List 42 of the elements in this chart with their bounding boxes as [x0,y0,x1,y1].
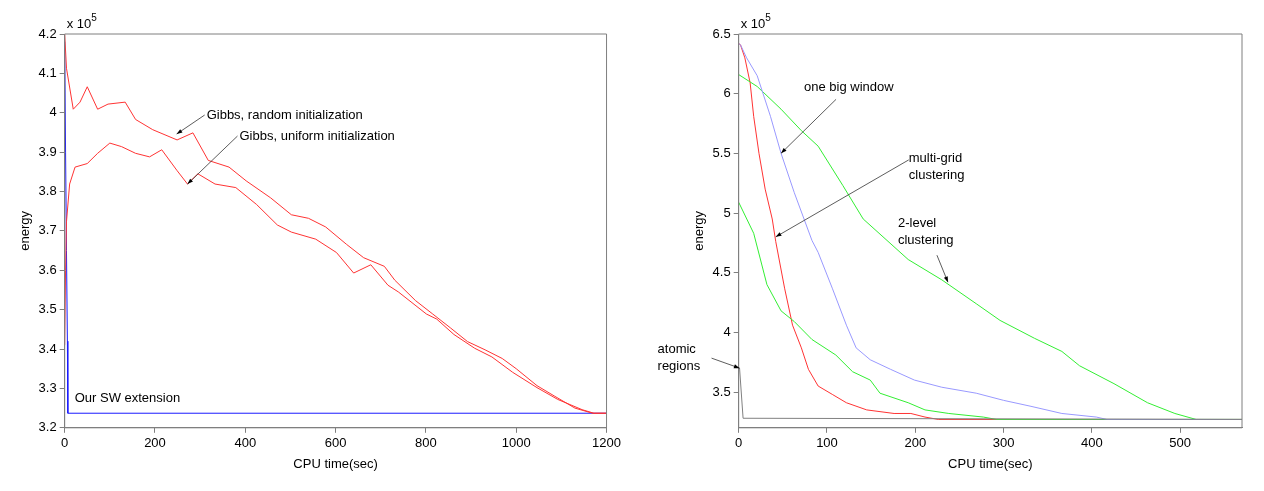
annotation: 2-level clustering [897,215,954,248]
y-tick-label: 3.3 [38,380,57,395]
y-tick-label: 4 [723,323,731,339]
x-tick-label: 400 [234,435,257,451]
y-tick-label: 6.5 [712,25,731,41]
x-tick-label: 300 [992,435,1015,451]
annotation: Gibbs, uniform initialization [239,128,395,144]
x-axis-title: CPU time(sec) [293,455,378,471]
y-tick-label: 3.6 [38,261,57,277]
x-tick-label: 400 [1081,435,1103,451]
y-tick-label: 5.5 [712,144,731,160]
annotation: Gibbs, random initialization [206,107,363,123]
y-tick-label: 3.9 [38,143,57,159]
annotation: one big window [804,79,895,95]
y-axis-title: energy [17,210,33,251]
y-tick-label: 4.2 [38,25,57,41]
y-tick-label: 4 [49,104,57,120]
x-tick-label: 0 [735,435,743,451]
x-tick-label: 200 [144,435,166,451]
x-tick-label: 1200 [592,435,621,451]
x-tick-label: 0 [61,435,69,451]
x-axis-title: CPU time(sec) [948,455,1033,471]
y-axis-title: energy [691,210,707,251]
y-tick-label: 3.5 [712,383,731,399]
y-tick-label: 3.2 [38,419,57,435]
y-tick-label: 3.5 [38,301,57,317]
x-tick-label: 100 [816,435,838,451]
y-tick-label: 3.4 [38,340,57,356]
y-tick-label: 3.8 [38,183,57,199]
annotation: multi-grid clustering [908,149,965,182]
y-tick-label: 5 [723,204,731,220]
y-tick-label: 6 [723,85,731,101]
x-tick-label: 500 [1169,435,1192,451]
x-tick-label: 200 [904,435,927,451]
annotation: Our SW extension [74,389,181,405]
annotation: atomic regions [657,341,701,374]
x-tick-label: 600 [324,435,347,451]
y-tick-label: 4.5 [712,264,731,280]
x-tick-label: 800 [415,435,437,451]
y-tick-label: 4.1 [38,64,57,80]
y-tick-label: 3.7 [38,222,57,238]
x-tick-label: 1000 [501,435,531,451]
